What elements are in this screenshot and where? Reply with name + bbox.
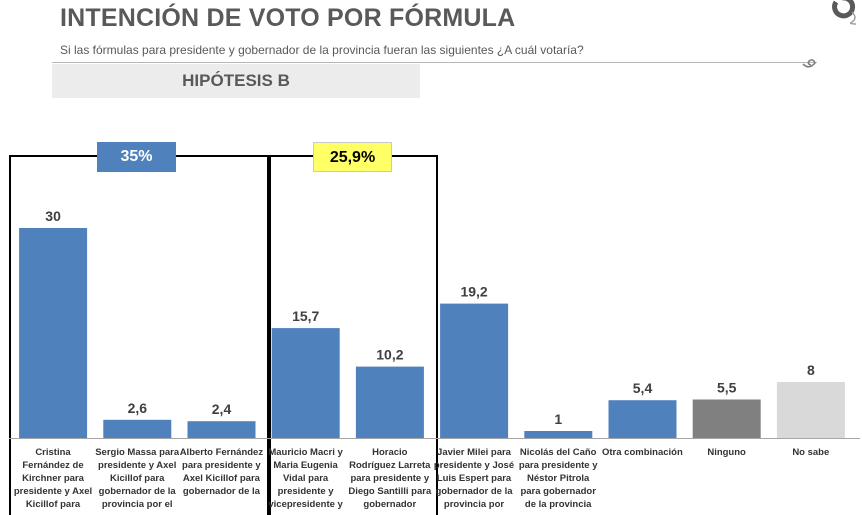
brand-logo-icon: [832, 0, 857, 25]
page-subtitle: Si las fórmulas para presidente y gobern…: [60, 43, 584, 57]
category-label-6: Nicolás del Caño para presidente y Nésto…: [518, 447, 598, 510]
category-label-8: Ninguno: [707, 447, 746, 458]
group-total-badge-35: 35%: [97, 142, 176, 172]
bar-1: [103, 419, 172, 438]
hypothesis-band: [52, 64, 420, 98]
bar-9: [776, 382, 845, 438]
bar-7: [608, 400, 677, 438]
brand-swirl-icon: [802, 59, 816, 68]
group-total-badge-259: 25,9%: [313, 142, 392, 172]
category-label-1: Sergio Massa para presidente y Axel Kici…: [95, 447, 180, 510]
bar-value-label-4: 10,2: [376, 347, 403, 363]
header-divider: [52, 62, 817, 63]
hypothesis-label: HIPÓTESIS B: [182, 71, 290, 90]
category-label-0: Cristina Fernández de Kirchner para pres…: [13, 447, 93, 510]
bar-value-label-1: 2,6: [128, 400, 148, 416]
category-label-7: Otra combinación: [602, 447, 683, 458]
bar-0: [19, 228, 88, 438]
bar-2: [187, 421, 256, 438]
category-label-5: Javier Milei para presidente y José Luis…: [433, 447, 515, 510]
bar-value-label-5: 19,2: [460, 284, 487, 300]
bar-5: [440, 303, 509, 438]
bar-value-label-2: 2,4: [212, 401, 232, 417]
category-label-2: Alberto Fernández para presidente y Axel…: [179, 447, 264, 497]
bar-3: [271, 328, 340, 438]
bar-6: [524, 431, 593, 438]
bar-value-label-3: 15,7: [292, 308, 319, 324]
bar-value-label-6: 1: [554, 411, 562, 427]
category-label-4: Horacio Rodríguez Larreta para president…: [348, 447, 432, 510]
page-title: INTENCIÓN DE VOTO POR FÓRMULA: [60, 4, 516, 32]
bar-4: [355, 366, 424, 438]
bar-value-label-9: 8: [807, 362, 815, 378]
bar-value-label-0: 30: [45, 208, 61, 224]
category-label-9: No sabe: [792, 447, 830, 458]
bar-value-label-7: 5,4: [633, 380, 653, 396]
bar-8: [692, 399, 761, 438]
bar-value-label-8: 5,5: [717, 380, 737, 396]
category-label-3: Mauricio Macri y Maria Eugenia Vidal par…: [268, 447, 343, 510]
